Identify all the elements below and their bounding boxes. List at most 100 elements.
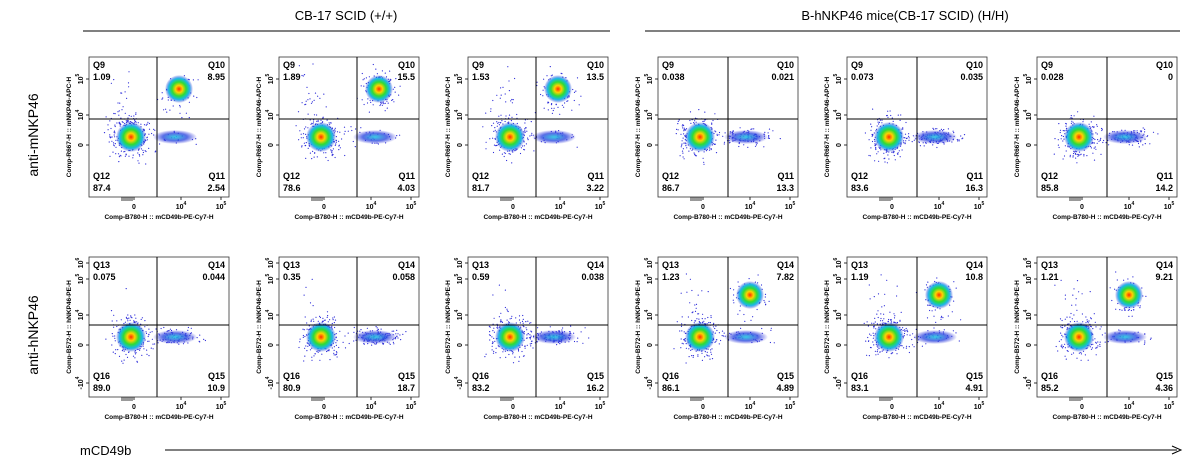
quadrant-value-lower-left: 85.8 xyxy=(1041,183,1059,193)
event-dot xyxy=(711,123,713,125)
event-dot xyxy=(887,154,889,156)
event-dot xyxy=(1064,145,1066,147)
event-dot xyxy=(326,311,329,313)
event-dot xyxy=(504,120,506,123)
x-tick-label: 104 xyxy=(745,401,756,411)
quadrant-value-upper-right: 8.95 xyxy=(207,72,225,82)
quadrant-value-upper-left: 1.53 xyxy=(472,72,490,82)
event-dot xyxy=(507,66,509,68)
population-density-lower-right xyxy=(913,130,957,144)
event-dot xyxy=(344,335,346,337)
event-dot xyxy=(523,149,526,151)
event-dot xyxy=(868,355,870,357)
event-dot xyxy=(125,120,127,122)
quadrant-value-lower-left: 81.7 xyxy=(472,183,490,193)
event-dot xyxy=(1132,309,1135,311)
event-dot xyxy=(485,353,487,355)
event-dot xyxy=(743,144,745,146)
event-dot xyxy=(765,303,767,305)
event-dot xyxy=(711,348,713,350)
event-dot xyxy=(881,350,883,352)
event-dot xyxy=(902,127,904,129)
event-dot xyxy=(355,128,357,130)
event-dot xyxy=(1060,332,1062,334)
population-density-upper-right xyxy=(736,281,764,309)
event-dot xyxy=(140,148,142,150)
event-dot xyxy=(567,100,569,102)
row-label-mnkp46: anti-mNKP46 xyxy=(25,93,41,176)
event-dot xyxy=(135,113,137,115)
event-dot xyxy=(392,341,394,343)
event-dot xyxy=(339,147,341,149)
event-dot xyxy=(188,101,190,103)
event-dot xyxy=(335,143,337,145)
quadrant-value-lower-left: 87.4 xyxy=(93,183,111,193)
event-dot xyxy=(1102,141,1104,144)
event-dot xyxy=(113,79,115,81)
event-dot xyxy=(935,321,937,323)
event-dot xyxy=(512,99,514,101)
event-dot xyxy=(681,140,683,142)
population-density-lower-right xyxy=(353,330,397,344)
x-tick-label: 105 xyxy=(216,401,227,411)
y-tick-label: 104 xyxy=(265,109,275,120)
event-dot xyxy=(940,318,942,320)
event-dot xyxy=(1062,327,1064,329)
event-dot xyxy=(522,314,524,317)
event-dot xyxy=(314,152,316,154)
event-dot xyxy=(675,133,677,135)
quadrant-value-upper-right: 10.8 xyxy=(965,272,983,282)
event-dot xyxy=(908,135,910,137)
event-dot xyxy=(769,341,771,344)
event-dot xyxy=(334,129,336,131)
event-dot xyxy=(154,343,156,345)
event-dot xyxy=(690,349,692,351)
event-dot xyxy=(302,133,305,135)
event-dot xyxy=(303,294,305,296)
event-dot xyxy=(1097,345,1099,347)
event-dot xyxy=(899,119,901,121)
event-dot xyxy=(117,153,120,155)
population-density-lower-right xyxy=(724,130,768,144)
event-dot xyxy=(692,355,694,357)
event-dot xyxy=(695,307,697,309)
event-dot xyxy=(395,78,397,80)
event-dot xyxy=(529,334,531,336)
event-dot xyxy=(903,142,905,144)
y-tick-label: 0 xyxy=(836,343,843,347)
quadrant-name-upper-right: Q14 xyxy=(966,260,983,270)
event-dot xyxy=(542,95,544,97)
event-dot xyxy=(873,296,875,298)
event-dot xyxy=(881,122,883,124)
event-dot xyxy=(710,148,712,150)
event-dot xyxy=(319,315,321,317)
event-dot xyxy=(521,350,523,353)
event-dot xyxy=(488,334,491,336)
event-dot xyxy=(683,128,685,131)
x-tick-label: 104 xyxy=(934,201,945,211)
event-dot xyxy=(682,137,684,139)
quadrant-name-lower-left: Q16 xyxy=(472,371,489,381)
event-dot xyxy=(898,150,900,152)
quadrant-value-upper-left: 0.59 xyxy=(472,272,490,282)
event-dot xyxy=(525,127,527,129)
event-dot xyxy=(361,99,363,101)
event-dot xyxy=(384,102,386,104)
event-dot xyxy=(536,81,538,83)
event-dot xyxy=(323,152,325,154)
event-dot xyxy=(732,299,734,301)
event-dot xyxy=(107,129,109,131)
event-dot xyxy=(122,121,124,124)
x-tick-label: 105 xyxy=(785,401,796,411)
event-dot xyxy=(879,351,881,353)
event-dot xyxy=(523,326,525,328)
event-dot xyxy=(1069,154,1071,156)
event-dot xyxy=(146,139,148,141)
y-axis-label: Comp-B572-H :: hNKP46-PE-H xyxy=(66,280,73,374)
quadrant-name-upper-right: Q14 xyxy=(777,260,794,270)
y-tick-label: 104 xyxy=(833,309,843,320)
y-axis-label: Comp-B572-H :: hNKP46-PE-H xyxy=(256,280,263,374)
event-dot xyxy=(529,322,531,324)
event-dot xyxy=(112,351,114,353)
event-dot xyxy=(311,278,313,280)
